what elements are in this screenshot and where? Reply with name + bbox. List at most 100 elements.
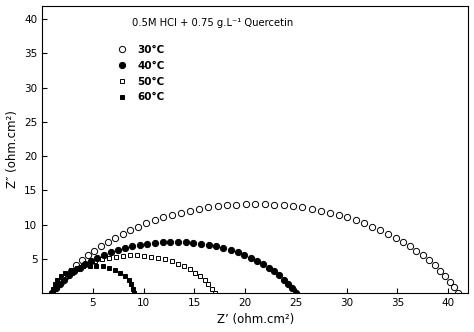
50°C <box>197 274 203 278</box>
60°C <box>63 271 68 275</box>
30°C <box>432 263 438 267</box>
60°C <box>118 271 123 275</box>
40°C <box>77 266 82 270</box>
50°C <box>74 267 80 271</box>
50°C <box>192 271 198 275</box>
50°C <box>142 254 147 258</box>
40°C <box>88 259 94 263</box>
50°C <box>163 257 168 261</box>
60°C <box>55 278 60 282</box>
30°C <box>49 291 55 295</box>
40°C <box>167 240 173 244</box>
60°C <box>112 268 118 272</box>
50°C <box>86 262 91 266</box>
50°C <box>149 255 155 259</box>
50°C <box>182 264 187 268</box>
40°C <box>276 274 282 278</box>
60°C <box>126 278 131 282</box>
Text: 0.5M HCl + 0.75 g.L⁻¹ Quercetin: 0.5M HCl + 0.75 g.L⁻¹ Quercetin <box>132 19 293 29</box>
50°C <box>206 282 211 286</box>
60°C <box>52 282 57 286</box>
30°C <box>456 291 461 295</box>
40°C <box>129 244 135 248</box>
60°C <box>49 291 55 295</box>
50°C <box>212 291 218 295</box>
40°C <box>101 253 107 257</box>
30°C <box>128 228 133 232</box>
40°C <box>248 256 254 260</box>
40°C <box>235 250 240 254</box>
60°C <box>100 265 106 269</box>
50°C <box>64 274 70 278</box>
40°C <box>183 240 189 244</box>
40°C <box>122 246 128 250</box>
40°C <box>281 278 287 282</box>
50°C <box>155 256 161 260</box>
Line: 60°C: 60°C <box>50 263 136 295</box>
40°C <box>228 248 233 252</box>
40°C <box>152 241 158 245</box>
40°C <box>271 270 277 274</box>
50°C <box>175 262 181 266</box>
Line: 40°C: 40°C <box>49 239 299 296</box>
Line: 50°C: 50°C <box>50 253 217 295</box>
60°C <box>80 265 86 269</box>
Legend: 30°C, 40°C, 50°C, 60°C: 30°C, 40°C, 50°C, 60°C <box>107 41 169 107</box>
60°C <box>122 274 128 278</box>
60°C <box>68 268 73 272</box>
40°C <box>71 270 77 274</box>
40°C <box>115 248 120 252</box>
50°C <box>106 256 111 260</box>
30°C <box>187 209 193 213</box>
40°C <box>254 259 260 263</box>
60°C <box>130 287 136 290</box>
50°C <box>53 287 58 290</box>
40°C <box>49 291 55 295</box>
50°C <box>187 267 193 271</box>
30°C <box>451 285 457 289</box>
40°C <box>82 262 88 266</box>
50°C <box>169 259 175 263</box>
50°C <box>49 291 55 295</box>
60°C <box>87 264 92 268</box>
Line: 30°C: 30°C <box>49 201 461 296</box>
40°C <box>241 253 247 257</box>
40°C <box>206 243 211 247</box>
60°C <box>58 274 64 278</box>
40°C <box>57 282 63 286</box>
40°C <box>285 282 291 286</box>
40°C <box>198 242 204 246</box>
Y-axis label: Z″ (ohm.cm²): Z″ (ohm.cm²) <box>6 110 18 188</box>
40°C <box>213 244 219 248</box>
40°C <box>260 262 266 266</box>
50°C <box>92 259 98 263</box>
X-axis label: Z’ (ohm.cm²): Z’ (ohm.cm²) <box>217 313 294 326</box>
60°C <box>131 291 137 295</box>
40°C <box>108 250 114 254</box>
50°C <box>60 278 65 282</box>
50°C <box>113 255 118 259</box>
40°C <box>191 241 196 245</box>
40°C <box>220 246 226 250</box>
50°C <box>99 257 105 261</box>
50°C <box>202 278 208 282</box>
40°C <box>137 243 143 247</box>
40°C <box>266 266 272 270</box>
40°C <box>95 256 100 260</box>
50°C <box>80 264 86 268</box>
40°C <box>290 287 295 290</box>
60°C <box>128 282 134 286</box>
40°C <box>66 274 72 278</box>
40°C <box>175 240 181 244</box>
30°C <box>253 202 258 206</box>
40°C <box>53 287 59 290</box>
50°C <box>127 253 133 257</box>
60°C <box>50 287 56 290</box>
40°C <box>293 291 299 295</box>
60°C <box>93 264 99 268</box>
50°C <box>69 271 75 275</box>
60°C <box>74 266 80 270</box>
50°C <box>56 282 62 286</box>
40°C <box>62 278 67 282</box>
50°C <box>134 253 140 257</box>
